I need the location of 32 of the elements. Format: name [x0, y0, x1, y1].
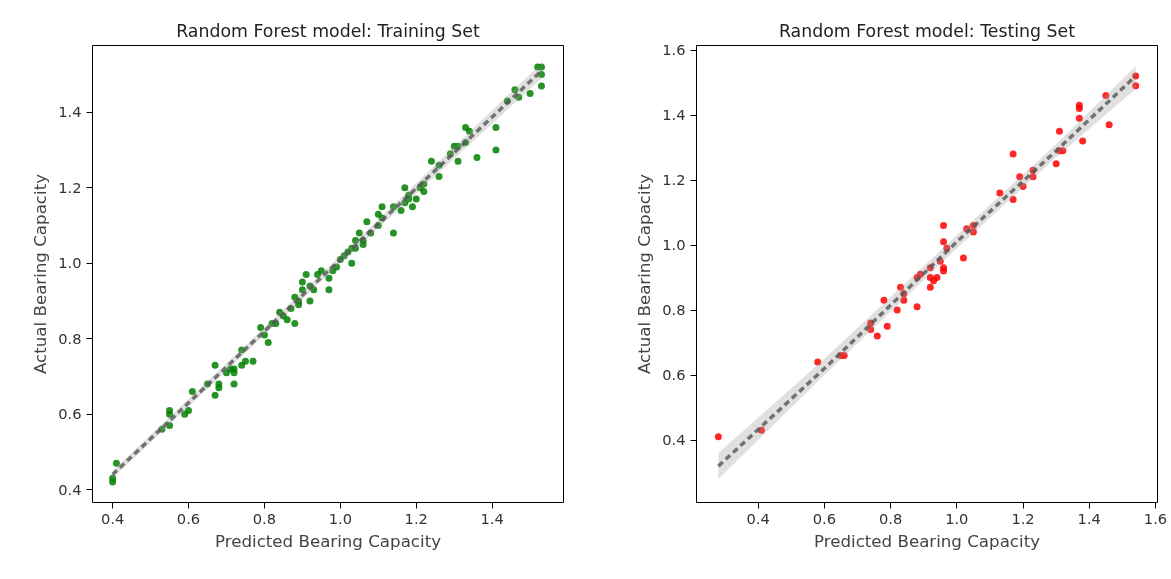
x-tick-label: 0.8 [252, 509, 277, 527]
y-tick-label: 1.6 [662, 41, 686, 59]
x-tick-label: 0.6 [812, 509, 836, 527]
x-tick-label: 1.0 [328, 509, 352, 527]
y-tick-label: 0.4 [58, 480, 82, 498]
x-tick-label: 1.4 [480, 509, 504, 527]
x-tick-label: 0.6 [176, 509, 201, 527]
y-tick-label: 1.2 [58, 178, 82, 196]
x-tick-label: 1.2 [404, 509, 428, 527]
x-tick-label: 1.4 [1077, 509, 1101, 527]
y-tick-label: 1.0 [58, 254, 82, 272]
x-tick-label: 1.6 [1143, 509, 1168, 527]
y-tick-label: 0.8 [58, 329, 82, 347]
y-tick-label: 0.6 [662, 366, 686, 384]
y-tick-label: 1.2 [662, 171, 686, 189]
y-tick-label: 1.0 [662, 236, 686, 254]
chart-title: Random Forest model: Training Set [176, 20, 480, 41]
chart-title: Random Forest model: Testing Set [778, 20, 1076, 41]
x-tick-label: 0.8 [878, 509, 903, 527]
y-tick-label: 0.8 [662, 301, 686, 319]
y-tick-label: 0.4 [662, 431, 686, 449]
y-axis-title: Actual Bearing Capacity [635, 173, 655, 375]
y-tick-label: 0.6 [58, 405, 82, 423]
y-tick-label: 1.4 [662, 106, 686, 124]
y-axis-title: Actual Bearing Capacity [31, 173, 51, 375]
x-tick-label: 0.4 [100, 509, 125, 527]
x-tick-label: 0.4 [746, 509, 770, 527]
x-axis-title: Predicted Bearing Capacity [214, 531, 442, 551]
x-tick-label: 1.2 [1011, 509, 1035, 527]
x-axis-title: Predicted Bearing Capacity [813, 531, 1041, 551]
y-tick-label: 1.4 [58, 103, 82, 121]
x-tick-label: 1.0 [945, 509, 969, 527]
